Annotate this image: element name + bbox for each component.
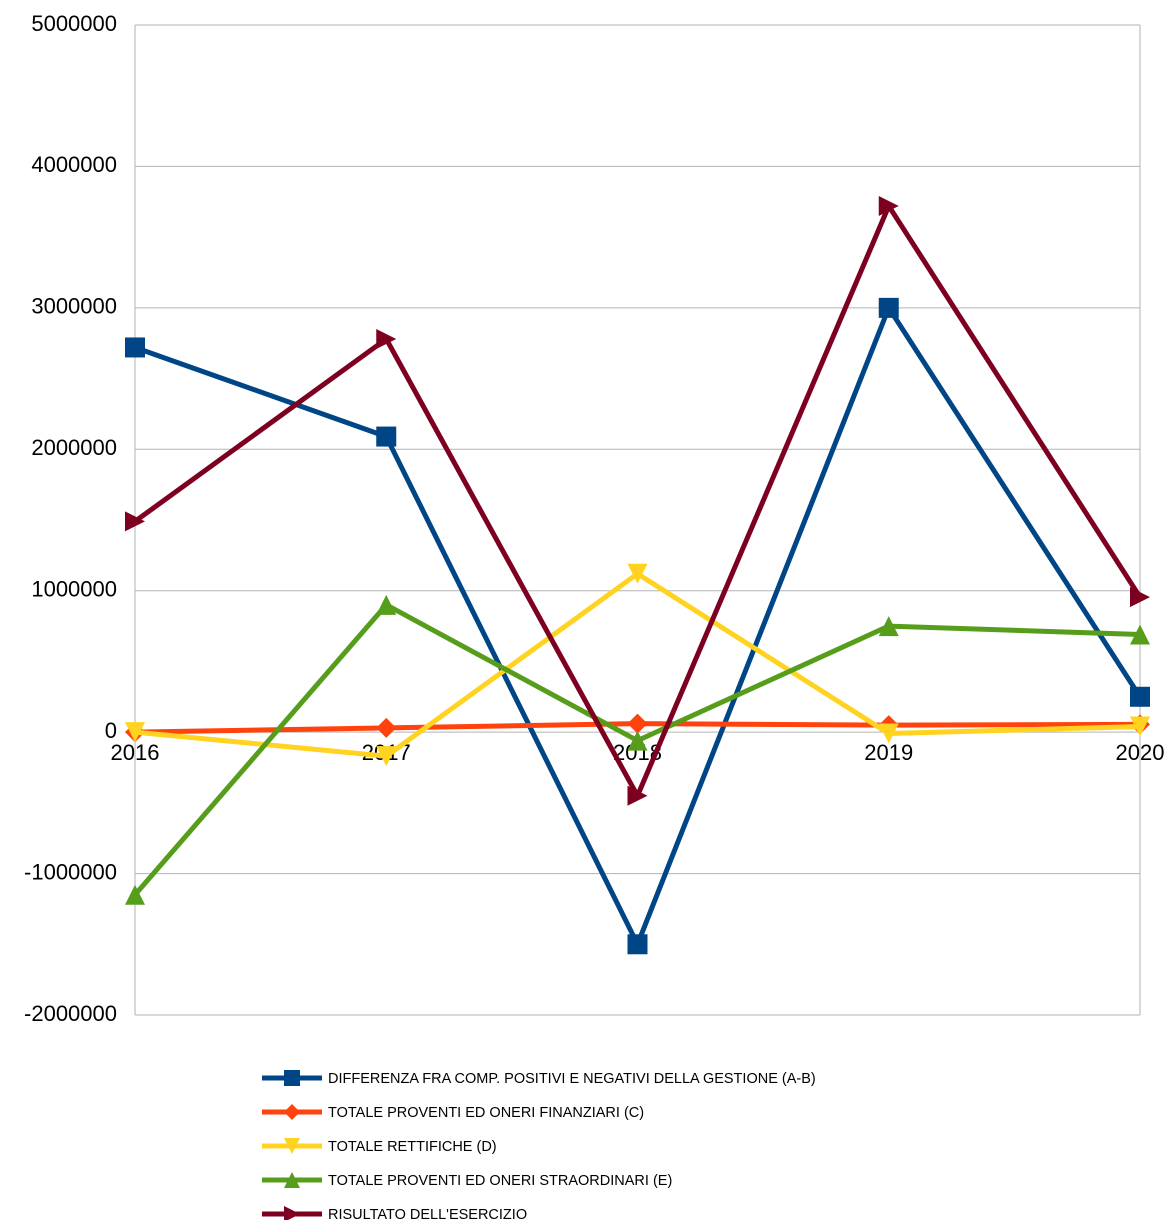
y-tick-label: 3000000 xyxy=(31,294,117,319)
x-tick-label: 2016 xyxy=(111,740,160,765)
data-point xyxy=(1130,587,1150,608)
y-tick-label: -1000000 xyxy=(24,859,117,884)
data-point xyxy=(1130,716,1150,737)
series-line xyxy=(133,203,1143,799)
data-point xyxy=(627,730,648,751)
data-point xyxy=(878,297,899,318)
legend-marker xyxy=(284,1138,300,1154)
series-line xyxy=(134,305,1143,947)
x-tick-label: 2020 xyxy=(1116,740,1165,765)
legend-marker xyxy=(284,1172,300,1188)
data-point xyxy=(376,426,397,447)
legend-marker xyxy=(284,1206,300,1220)
data-point xyxy=(878,616,899,637)
data-point xyxy=(376,594,397,615)
y-tick-label: 0 xyxy=(105,718,117,743)
data-point xyxy=(1130,624,1150,645)
legend-marker xyxy=(284,1104,300,1120)
data-point xyxy=(878,196,899,217)
legend-label: DIFFERENZA FRA COMP. POSITIVI E NEGATIVI… xyxy=(328,1071,816,1087)
data-point xyxy=(376,717,397,738)
legend-label: RISULTATO DELL'ESERCIZIO xyxy=(328,1207,527,1220)
data-point xyxy=(627,563,648,584)
data-point xyxy=(878,723,899,744)
data-point xyxy=(627,713,648,734)
data-point xyxy=(125,337,145,358)
legend-marker xyxy=(284,1070,300,1086)
x-tick-label: 2019 xyxy=(864,740,913,765)
data-point xyxy=(125,884,145,905)
y-tick-label: 1000000 xyxy=(31,577,117,602)
legend-label: TOTALE PROVENTI ED ONERI FINANZIARI (C) xyxy=(328,1105,644,1121)
data-point xyxy=(125,511,145,532)
data-point xyxy=(1130,686,1150,707)
y-tick-label: 2000000 xyxy=(31,435,117,460)
y-tick-label: 5000000 xyxy=(31,11,117,36)
data-point xyxy=(125,722,145,743)
data-point xyxy=(376,746,397,767)
data-point xyxy=(627,934,648,955)
y-tick-label: 4000000 xyxy=(31,152,117,177)
legend-label: TOTALE PROVENTI ED ONERI STRAORDINARI (E… xyxy=(328,1173,672,1189)
legend-label: TOTALE RETTIFICHE (D) xyxy=(328,1139,497,1155)
y-tick-label: -2000000 xyxy=(24,1001,117,1026)
data-point xyxy=(627,785,648,806)
data-point xyxy=(376,328,397,349)
